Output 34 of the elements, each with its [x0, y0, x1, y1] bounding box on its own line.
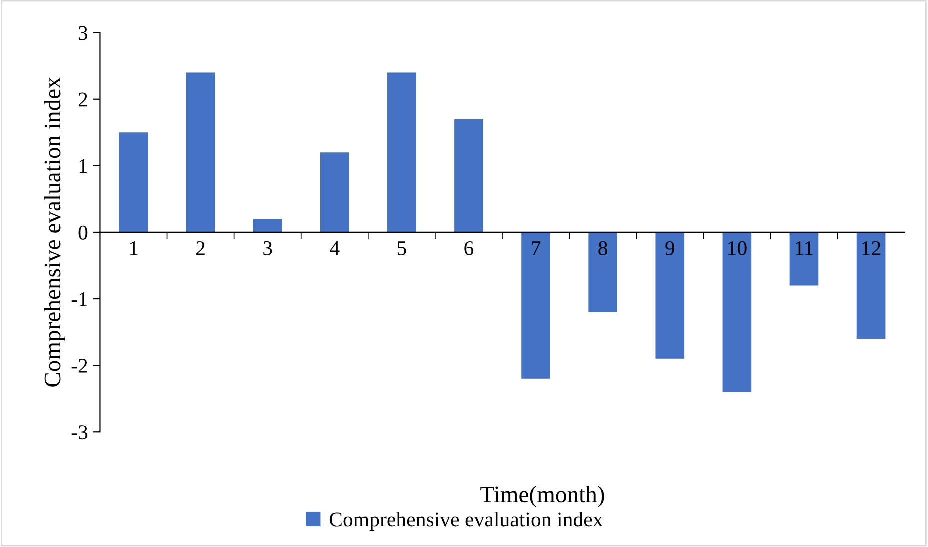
y-tick-label: -1: [72, 292, 88, 306]
x-tick-label: 11: [796, 242, 814, 256]
x-tick-label: 12: [862, 241, 881, 256]
x-tick-label: 7: [532, 242, 541, 256]
x-tick-label: 5: [398, 242, 406, 256]
bar: [320, 152, 350, 232]
y-tick-label: 2: [78, 92, 88, 107]
x-tick-label: 1: [130, 242, 138, 256]
bar: [656, 232, 685, 359]
legend-label: Comprehensive evaluation index: [330, 512, 604, 531]
bar: [588, 232, 618, 312]
bar: [522, 232, 550, 379]
x-tick-label: 3: [264, 241, 272, 256]
x-tick-label: 9: [666, 241, 674, 256]
x-tick-label: 2: [196, 241, 205, 256]
x-tick-label: 4: [330, 242, 340, 256]
y-tick-label: 0: [78, 226, 88, 240]
y-tick-label: -3: [72, 426, 88, 440]
y-tick-label: 3: [79, 26, 88, 40]
y-tick-label: -2: [72, 359, 88, 373]
bar: [722, 232, 752, 392]
bar: [388, 72, 416, 232]
x-axis-title: Time(month): [480, 486, 604, 508]
bar: [253, 219, 282, 232]
bar: [186, 72, 216, 232]
bar: [119, 132, 148, 232]
x-tick-label: 8: [598, 241, 608, 256]
x-tick-label: 6: [464, 241, 474, 256]
x-tick-label: 10: [728, 241, 747, 256]
bar: [454, 119, 484, 232]
bar: [790, 232, 819, 286]
bar: [856, 232, 886, 339]
y-tick-label: 1: [80, 159, 88, 174]
y-axis-title: Comprehensive evaluation index: [44, 77, 66, 387]
